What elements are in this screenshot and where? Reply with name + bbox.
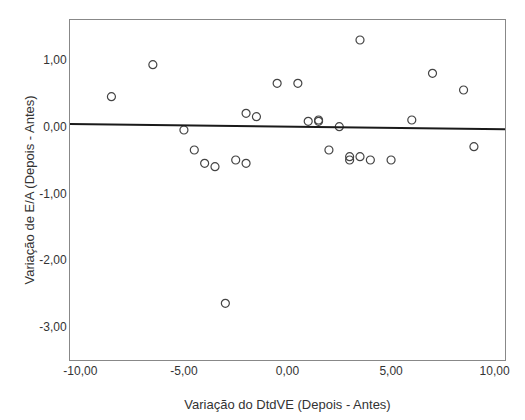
svg-text:-1,00: -1,00	[39, 187, 67, 201]
svg-text:10,00: 10,00	[480, 364, 510, 378]
svg-text:-5,00: -5,00	[170, 364, 198, 378]
svg-text:1,00: 1,00	[43, 53, 67, 67]
svg-text:0,00: 0,00	[43, 120, 67, 134]
svg-text:Variação de E/A (Depois - Ante: Variação de E/A (Depois - Antes)	[22, 95, 37, 284]
svg-text:0,00: 0,00	[276, 364, 300, 378]
svg-text:5,00: 5,00	[379, 364, 403, 378]
svg-text:-3,00: -3,00	[39, 320, 67, 334]
svg-text:Variação do DtdVE (Depois - An: Variação do DtdVE (Depois - Antes)	[184, 397, 390, 412]
svg-text:-10,00: -10,00	[63, 364, 97, 378]
svg-text:-2,00: -2,00	[39, 253, 67, 267]
